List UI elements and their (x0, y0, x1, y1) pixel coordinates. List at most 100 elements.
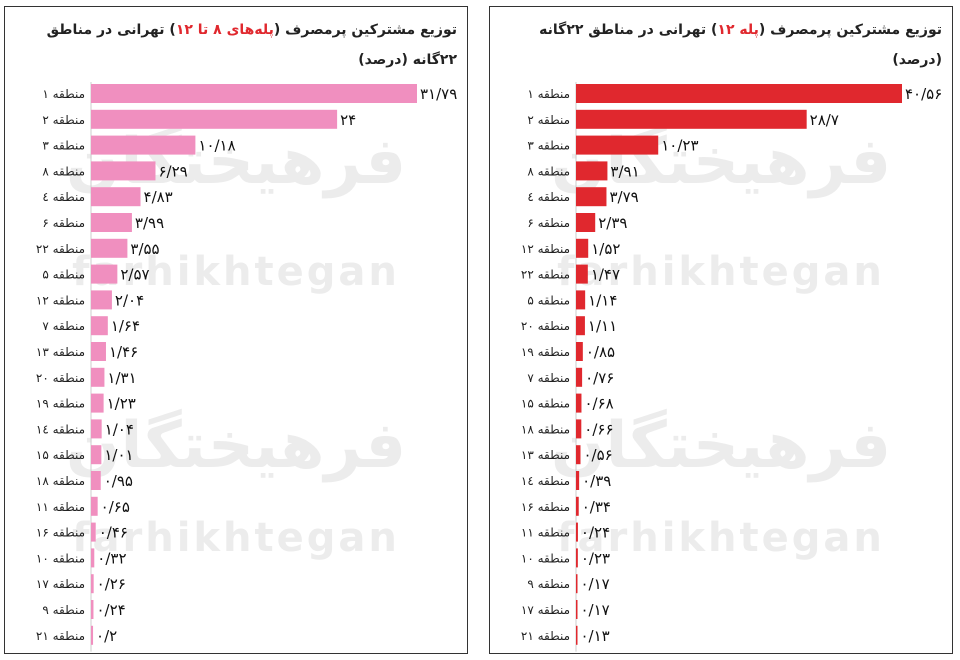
bar (91, 625, 94, 645)
bar (576, 290, 586, 310)
category-label: منطقه ۶ (527, 216, 570, 230)
bar (91, 316, 108, 336)
value-label: ۱/۲۳ (107, 395, 136, 413)
value-label: ۰/۱۷ (581, 601, 610, 619)
value-label: ۱/۱۱ (588, 317, 617, 335)
category-label: منطقه ۱ (42, 87, 85, 101)
category-label: منطقه ۱٤ (36, 422, 85, 436)
category-label: منطقه ۱۹ (521, 345, 570, 359)
category-label: منطقه ۱۵ (521, 397, 570, 411)
value-label: ۱/۵۲ (591, 240, 620, 258)
bar (91, 238, 128, 258)
bar (91, 496, 98, 516)
bar (576, 548, 578, 568)
title-text: توزیع مشترکین پرمصرف ( (758, 22, 942, 38)
value-label: ۱/۴۶ (109, 343, 138, 361)
bar (91, 187, 141, 207)
bar (576, 213, 596, 232)
bar-chart: منطقه ۱ ۴۰/۵۶ منطقه ۲ ۲۸/۷ منطقه ۳ ۱۰/۲۳ منطقه… (521, 82, 942, 652)
bar (91, 213, 132, 232)
bar (576, 496, 579, 516)
bar (91, 522, 96, 542)
category-label: منطقه ۹ (42, 603, 85, 617)
value-label: ۲/۰۴ (115, 291, 144, 309)
bar (576, 625, 578, 645)
bar (576, 600, 578, 619)
value-label: ۲۴ (340, 111, 356, 129)
value-label: ۰/۴۶ (99, 524, 128, 542)
value-label: ۱/۶۴ (111, 317, 140, 335)
category-label: منطقه ۸ (42, 164, 85, 178)
value-label: ۱/۰۱ (104, 446, 133, 464)
value-label: ۰/۵۶ (584, 446, 613, 464)
category-label: منطقه ۱۱ (36, 500, 85, 514)
category-label: منطقه ۳ (527, 139, 570, 153)
bar (576, 135, 659, 155)
value-label: ۱/۰۴ (105, 420, 134, 438)
value-label: ۰/۶۵ (101, 498, 130, 516)
title-text: ) تهرانی در مناطق ۲۲گانه (درصد) (539, 22, 942, 68)
bar (576, 264, 588, 284)
title-text: ) تهرانی در مناطق ۲۲گانه (درصد) (46, 22, 457, 68)
value-label: ۰/۳۴ (582, 498, 611, 516)
bar (91, 161, 156, 181)
bar (91, 367, 105, 387)
bar (576, 445, 581, 465)
bar (91, 84, 417, 103)
value-label: ۲/۳۹ (598, 214, 627, 232)
bar (576, 471, 580, 490)
value-label: ۰/۳۲ (97, 549, 126, 567)
bar (91, 419, 102, 439)
bar (91, 548, 95, 568)
value-label: ۲/۵۷ (120, 266, 149, 284)
bar (576, 419, 582, 439)
bar (91, 445, 102, 465)
value-label: ۱/۳۱ (107, 369, 136, 387)
bar (91, 109, 338, 129)
chart-title: توزیع مشترکین پرمصرف (پله‌های ۸ تا ۱۲) ت… (15, 15, 457, 75)
bar (91, 393, 104, 413)
value-label: ۰/۱۷ (581, 575, 610, 593)
category-label: منطقه ۲ (527, 113, 570, 127)
category-label: منطقه ۱ (527, 87, 570, 101)
category-label: منطقه ۱۰ (36, 551, 85, 565)
value-label: ۰/۱۳ (581, 627, 610, 645)
bar (91, 290, 112, 310)
category-label: منطقه ۱٤ (521, 474, 570, 488)
category-label: منطقه ۱۹ (36, 397, 85, 411)
category-label: منطقه ۱۷ (521, 603, 570, 617)
value-label: ۰/۹۵ (104, 472, 133, 490)
category-label: منطقه ۱۳ (521, 448, 570, 462)
value-label: ۰/۲ (96, 627, 117, 645)
category-label: منطقه ۱۷ (36, 577, 85, 591)
value-label: ۰/۲۳ (581, 549, 610, 567)
value-label: ۱/۴۷ (591, 266, 620, 284)
category-label: منطقه ۳ (42, 139, 85, 153)
bar (91, 135, 196, 155)
category-label: منطقه ۶ (42, 216, 85, 230)
bar (576, 367, 583, 387)
category-label: منطقه ٤ (42, 190, 85, 204)
value-label: ۰/۲۴ (96, 601, 125, 619)
category-label: منطقه ۲ (42, 113, 85, 127)
bar (576, 393, 582, 413)
category-label: منطقه ۱۸ (36, 474, 85, 488)
bar (576, 161, 608, 181)
value-label: ۴۰/۵۶ (905, 85, 942, 103)
category-label: منطقه ۱۳ (36, 345, 85, 359)
category-label: منطقه ۸ (527, 164, 570, 178)
value-label: ۰/۲۶ (97, 575, 126, 593)
value-label: ۱۰/۲۳ (661, 137, 698, 155)
chart-panel-steps-8-12: فرهیختگان farhikhtegan فرهیختگان farhikh… (4, 6, 468, 654)
value-label: ۰/۶۶ (584, 420, 613, 438)
category-label: منطقه ۹ (527, 577, 570, 591)
chart-title: توزیع مشترکین پرمصرف (پله ۱۲) تهرانی در … (500, 15, 942, 75)
category-label: منطقه ۲۰ (521, 319, 570, 333)
bar (576, 316, 585, 336)
bar (576, 342, 583, 361)
value-label: ۶/۲۹ (159, 162, 188, 180)
value-label: ۰/۶۸ (584, 395, 613, 413)
title-text: توزیع مشترکین پرمصرف ( (273, 22, 457, 38)
category-label: منطقه ٤ (527, 190, 570, 204)
bar (576, 574, 578, 594)
